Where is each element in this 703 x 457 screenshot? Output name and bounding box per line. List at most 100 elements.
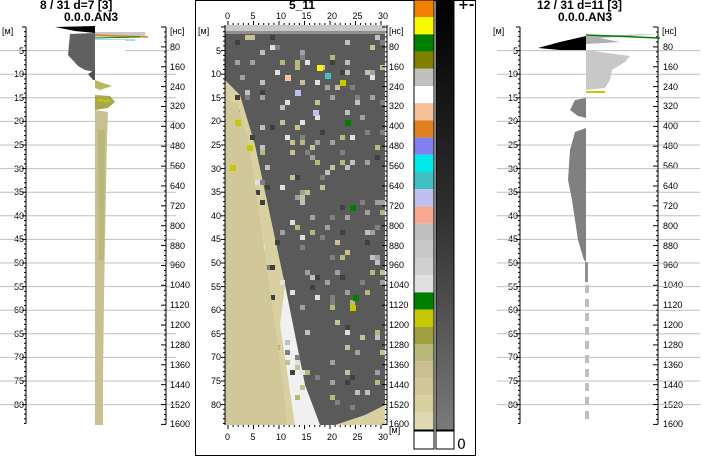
right-depth-unit: [м] (493, 26, 505, 36)
radargram-depth-label: 80 (210, 399, 221, 410)
radargram-cell (365, 390, 370, 395)
radargram-x-tick-top: 5 (250, 11, 256, 21)
radargram-cell (380, 210, 385, 215)
radargram-cell (340, 205, 345, 210)
radargram-cell (320, 130, 325, 135)
trace-top-black (55, 26, 95, 33)
radargram-time-unit: [нс] (389, 26, 404, 36)
time-label: 960 (663, 260, 679, 271)
sign-label: +- (458, 0, 475, 13)
radargram-cell (370, 45, 375, 50)
radargram-cell (295, 195, 300, 200)
radargram-cell (380, 130, 385, 135)
radargram-anomaly (295, 90, 301, 96)
radargram-cell (380, 100, 385, 105)
radargram-cell (315, 295, 320, 300)
radargram-cell (300, 305, 305, 310)
radargram-cell (345, 290, 350, 295)
palette-swatch (414, 86, 434, 104)
trace-dark-envelope (68, 33, 95, 72)
radargram-cell (270, 35, 275, 40)
time-label: 1040 (170, 280, 191, 291)
radargram-cell (285, 135, 290, 140)
radargram-cell (335, 320, 340, 325)
time-label: 480 (663, 141, 679, 152)
radargram-cell (370, 70, 375, 75)
grayscale-bar (435, 0, 455, 431)
radargram-cell (290, 220, 295, 225)
radargram-cell (300, 200, 305, 205)
radargram-cell (300, 120, 305, 125)
radargram-cell (260, 200, 265, 205)
radargram-x-tick-bottom: 5 (250, 432, 256, 442)
palette-swatch (414, 103, 434, 121)
palette-swatch (414, 51, 434, 69)
time-label: 1440 (663, 379, 684, 390)
radargram-x-tick-bottom: 20 (327, 432, 338, 442)
time-label: 1360 (170, 359, 191, 370)
time-label: 1280 (663, 339, 684, 350)
trace-olive-2 (95, 95, 115, 110)
radargram-cell (295, 175, 300, 180)
time-label: 1360 (663, 359, 684, 370)
radargram-cell (380, 40, 385, 45)
radargram-anomaly (353, 295, 359, 301)
time-label: 1200 (170, 320, 191, 331)
radargram-cell (375, 200, 380, 205)
radargram-cell (350, 135, 355, 140)
radargram-cell (380, 350, 385, 355)
palette-swatch (414, 68, 434, 86)
time-label: 240 (170, 81, 186, 92)
radargram-cell (250, 60, 255, 65)
radargram-x-tick-top: 0 (225, 11, 231, 21)
radargram-cell (320, 235, 325, 240)
radargram-depth-label: 35 (210, 187, 221, 198)
radargram-cell (250, 135, 255, 140)
right-trace-subtitle: 0.0.0.AN3 (558, 10, 613, 24)
time-label: 1120 (663, 300, 683, 311)
radargram-time-label: 560 (389, 161, 405, 172)
left-trace-subtitle: 0.0.0.AN3 (64, 10, 119, 24)
time-label: 1600 (663, 419, 684, 430)
radargram-cell (365, 290, 370, 295)
radargram-cell (290, 140, 295, 145)
radargram-cell (315, 100, 320, 105)
trace-top-green (585, 34, 661, 39)
radargram-cell (335, 270, 340, 275)
radargram-top-line (225, 31, 385, 34)
radargram-cell (295, 225, 300, 230)
radargram-cell (355, 350, 360, 355)
radargram-cell (275, 70, 280, 75)
radargram-x-tick-bottom: 15 (301, 432, 312, 442)
radargram-time-label: 1040 (389, 280, 410, 291)
radargram-depth-label: 30 (210, 163, 221, 174)
radargram-time-label: 320 (389, 101, 405, 112)
trace-dash (585, 411, 589, 419)
left-trace-title: 8 / 31 d=7 [3] (40, 0, 113, 12)
radargram-cell (305, 270, 310, 275)
radargram-cell (375, 155, 380, 160)
radargram-cell (270, 125, 275, 130)
radargram-cell (375, 330, 380, 335)
radargram-cell (365, 130, 370, 135)
time-label: 1040 (663, 280, 684, 291)
radargram-cell (350, 85, 355, 90)
radargram-cell (305, 330, 310, 335)
palette-swatch (414, 344, 434, 362)
time-label: 560 (170, 161, 186, 172)
radargram-cell (290, 150, 295, 155)
radargram-cell (300, 50, 305, 55)
trace-dash (585, 285, 589, 293)
time-label: 320 (170, 101, 186, 112)
radargram-cell (340, 150, 345, 155)
radargram-cell (295, 365, 300, 370)
trace-light-envelope (586, 50, 630, 90)
radargram-anomaly (345, 120, 351, 126)
radargram-cell (300, 370, 305, 375)
radargram-depth-label: 50 (210, 258, 221, 268)
radargram-cell (340, 230, 345, 235)
radargram-cell (295, 125, 300, 130)
radargram-cell (290, 175, 295, 180)
trace-dash (585, 299, 589, 307)
radargram-cell (300, 190, 305, 195)
